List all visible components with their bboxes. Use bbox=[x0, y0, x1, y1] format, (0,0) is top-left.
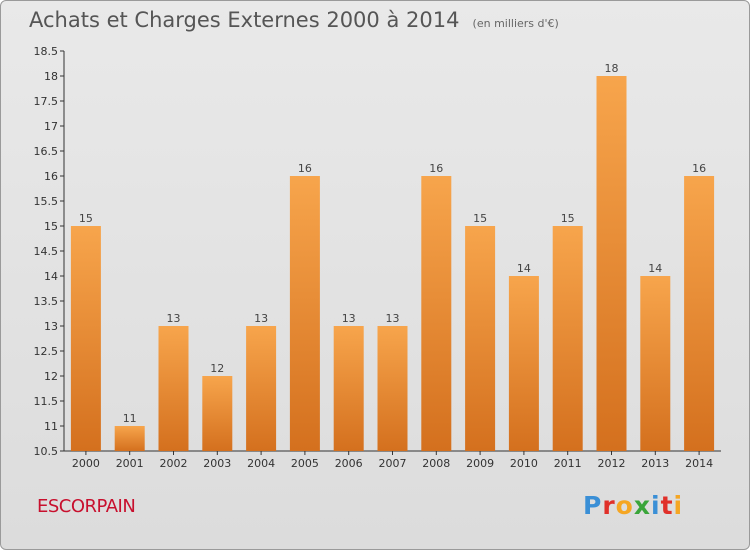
data-label: 13 bbox=[386, 312, 400, 325]
plot-area: 10.5 11 11.5 12 12.5 13 13.5 14 14.5 15 15.5 16 16.5… bbox=[34, 45, 721, 470]
data-label: 14 bbox=[517, 262, 531, 275]
x-tick-label: 2004 bbox=[247, 457, 275, 470]
data-label: 13 bbox=[342, 312, 356, 325]
bar bbox=[246, 326, 277, 451]
data-label: 11 bbox=[123, 412, 137, 425]
data-label: 14 bbox=[648, 262, 662, 275]
y-tick-label: 18.5 bbox=[34, 45, 59, 58]
y-tick-label: 13 bbox=[44, 320, 58, 333]
y-tick-label: 13.5 bbox=[34, 295, 59, 308]
y-tick-label: 14 bbox=[44, 270, 58, 283]
x-tick-label: 2003 bbox=[203, 457, 231, 470]
y-tick-label: 14.5 bbox=[34, 245, 59, 258]
x-tick-label: 2005 bbox=[291, 457, 319, 470]
bar bbox=[114, 426, 145, 451]
data-label: 15 bbox=[561, 212, 575, 225]
data-label: 13 bbox=[167, 312, 181, 325]
x-tick-label: 2009 bbox=[466, 457, 494, 470]
x-tick-label: 2013 bbox=[641, 457, 669, 470]
x-tick-label: 2011 bbox=[554, 457, 582, 470]
logo-letter: P bbox=[583, 491, 603, 520]
x-tick-label: 2010 bbox=[510, 457, 538, 470]
x-tick-label: 2006 bbox=[335, 457, 363, 470]
x-tick-label: 2007 bbox=[379, 457, 407, 470]
data-label: 13 bbox=[254, 312, 268, 325]
x-tick-label: 2014 bbox=[685, 457, 713, 470]
bar bbox=[377, 326, 408, 451]
x-tick-label: 2008 bbox=[422, 457, 450, 470]
y-tick-label: 15.5 bbox=[34, 195, 59, 208]
bar bbox=[158, 326, 189, 451]
data-label: 16 bbox=[429, 162, 443, 175]
chart-header: Achats et Charges Externes 2000 à 2014 (… bbox=[29, 8, 559, 32]
data-label: 18 bbox=[605, 62, 619, 75]
bar bbox=[552, 226, 583, 451]
x-tick-label: 2002 bbox=[160, 457, 188, 470]
y-tick-label: 16 bbox=[44, 170, 58, 183]
data-label: 12 bbox=[210, 362, 224, 375]
chart-unit: (en milliers d'€) bbox=[472, 17, 559, 30]
bar bbox=[289, 176, 320, 451]
logo-letter: i bbox=[651, 491, 661, 520]
y-tick-label: 11 bbox=[44, 420, 58, 433]
x-tick-label: 2012 bbox=[598, 457, 626, 470]
y-tick-label: 11.5 bbox=[34, 395, 59, 408]
bar bbox=[684, 176, 715, 451]
y-tick-label: 10.5 bbox=[34, 445, 59, 458]
x-tick-label: 2001 bbox=[116, 457, 144, 470]
bar bbox=[333, 326, 364, 451]
bar bbox=[421, 176, 452, 451]
logo-letter: r bbox=[602, 491, 616, 520]
bar bbox=[596, 76, 627, 451]
y-tick-label: 12 bbox=[44, 370, 58, 383]
logo-letter: x bbox=[633, 491, 651, 520]
bar bbox=[508, 276, 539, 451]
logo-letter: i bbox=[673, 491, 684, 520]
bar bbox=[70, 226, 101, 451]
y-tick-label: 16.5 bbox=[34, 145, 59, 158]
y-tick-label: 15 bbox=[44, 220, 58, 233]
chart-title: Achats et Charges Externes 2000 à 2014 bbox=[29, 8, 460, 32]
location-name: ESCORPAIN bbox=[37, 496, 136, 517]
logo-letter: o bbox=[615, 491, 634, 520]
bar bbox=[640, 276, 671, 451]
y-tick-label: 17.5 bbox=[34, 95, 59, 108]
y-tick-label: 18 bbox=[44, 70, 58, 83]
logo-letter: t bbox=[660, 491, 674, 520]
bar bbox=[465, 226, 496, 451]
data-label: 15 bbox=[79, 212, 93, 225]
y-tick-label: 12.5 bbox=[34, 345, 59, 358]
bar bbox=[202, 376, 233, 451]
proxiti-logo: Proxiti bbox=[583, 491, 683, 520]
data-label: 15 bbox=[473, 212, 487, 225]
x-tick-label: 2000 bbox=[72, 457, 100, 470]
y-tick-label: 17 bbox=[44, 120, 58, 133]
data-label: 16 bbox=[692, 162, 706, 175]
data-label: 16 bbox=[298, 162, 312, 175]
